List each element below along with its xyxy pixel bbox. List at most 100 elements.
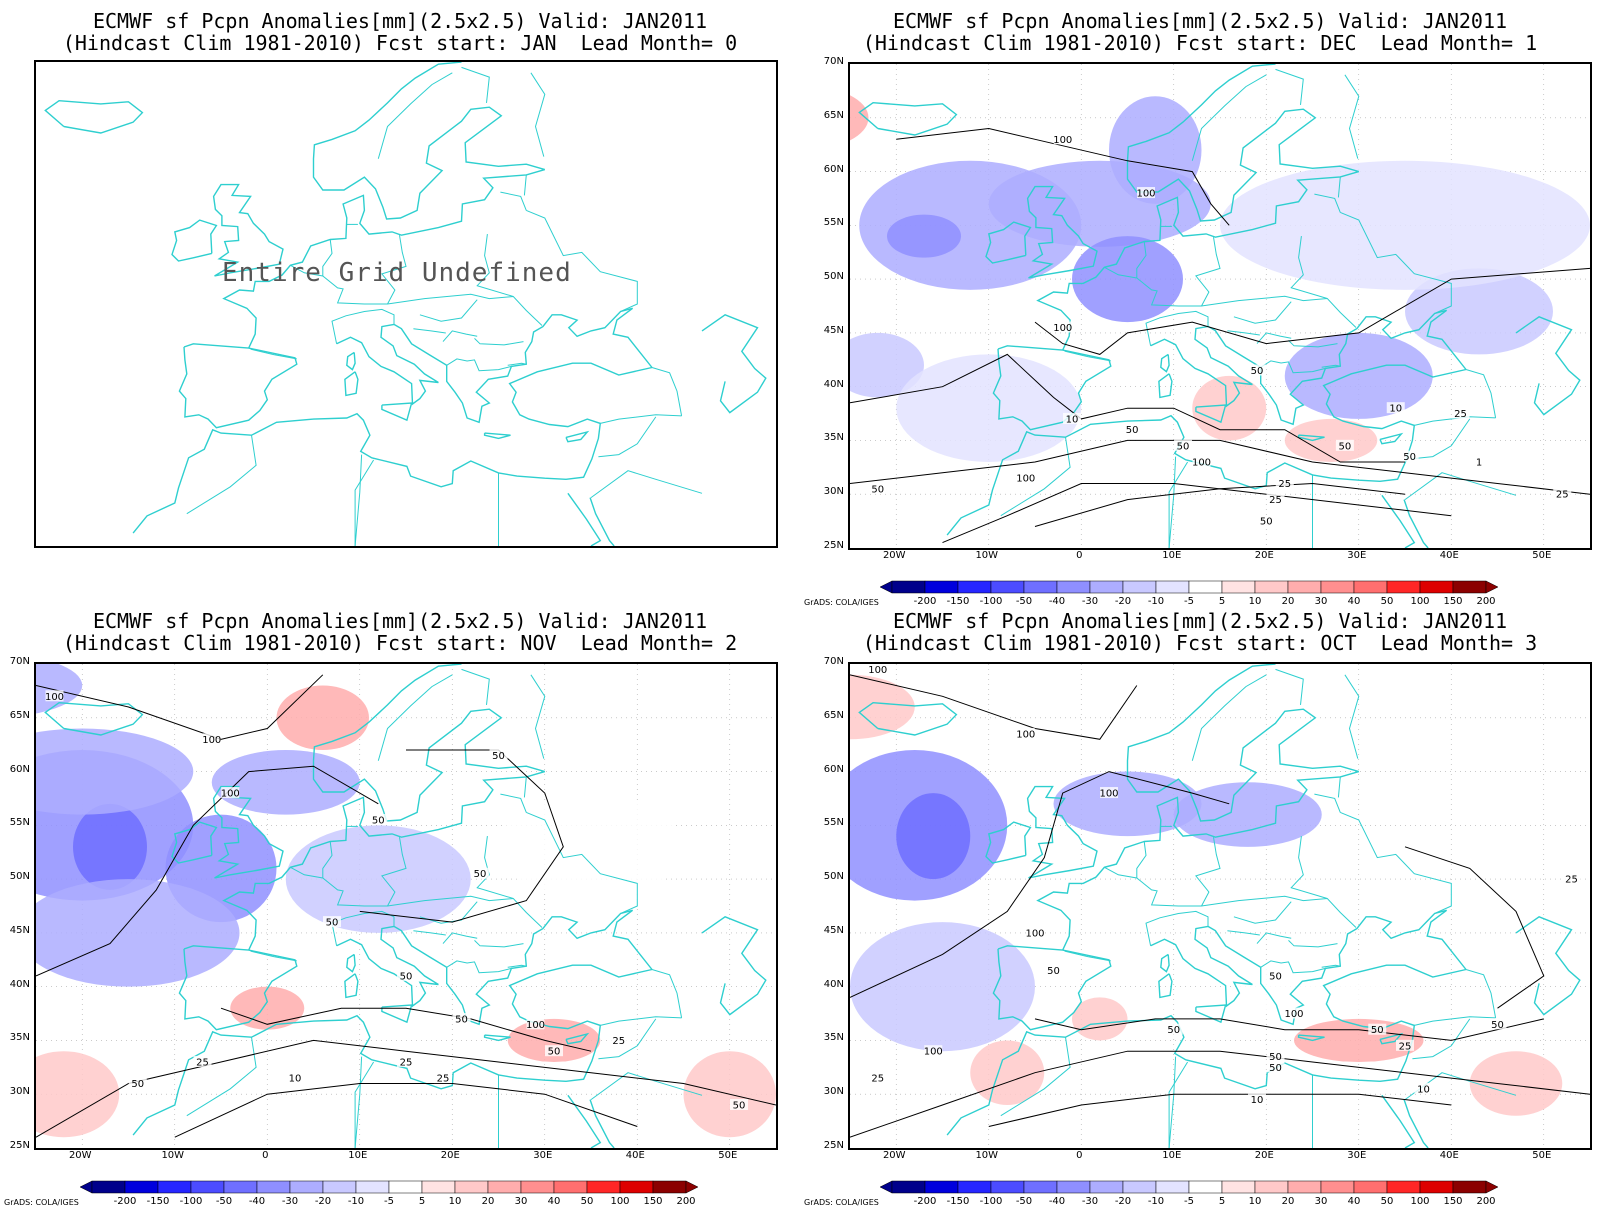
contour-label-bg [868,482,887,494]
colorbar-label: 100 [610,1196,630,1207]
lat-tick-label: 40N [823,378,844,390]
panel-lead-1: ECMWF sf Pcpn Anomalies[mm](2.5x2.5) Val… [800,0,1600,607]
contour-label-bg [1368,1023,1387,1035]
contour-label: 50 [1403,452,1416,463]
contour-label-bg [397,969,415,981]
panel-title-line1: ECMWF sf Pcpn Anomalies[mm](2.5x2.5) Val… [92,609,708,633]
anomaly-region [276,685,369,751]
colorbar-label: 200 [1476,596,1496,607]
colorbar-swatch [256,1180,291,1194]
border-segment [1290,236,1328,299]
colorbar-label: 30 [514,1196,528,1207]
colorbar-label: -30 [1081,1196,1099,1207]
anomaly-region [850,95,869,141]
border-segment [442,330,478,342]
border-segment [1288,940,1338,948]
colorbar-swatch [454,1180,489,1194]
contour-label-bg [730,1098,748,1110]
coastline-segment [1297,1034,1325,1042]
anomaly-region [36,1051,120,1138]
contour-label: 50 [1126,425,1139,436]
border-segment [600,414,682,424]
coastline-segment [1515,316,1581,416]
contour-label: 50 [871,484,884,495]
border-segment [1195,837,1221,907]
coastline-segment [1160,353,1170,373]
coastline-segment [346,953,356,973]
contour-label-bg [397,1055,415,1067]
contour-label: 10 [1417,1084,1430,1095]
colorbar-swatch [1089,580,1124,594]
border-segment [500,191,527,211]
grads-credit: GrADS: COLA/IGES [804,598,879,607]
colorbar-label: 5 [418,1196,426,1207]
colorbar-swatch [190,1180,225,1194]
contour-label: 100 [1053,323,1072,334]
lat-tick-label: 35N [9,1032,30,1044]
colorbar-swatch [1452,580,1487,594]
border-segment [1337,176,1341,198]
coastline-segment [567,492,602,546]
lat-tick-label: 65N [823,709,844,721]
colorbar-swatch [1320,580,1355,594]
contour-label: 50 [548,1047,561,1058]
coastline-segment [212,785,284,879]
coastline-segment [171,219,218,262]
contour-label-bg [369,813,388,825]
contour-label-bg [1488,1018,1507,1030]
contour-label-bg [1562,873,1581,885]
panel-title-line1: ECMWF sf Pcpn Anomalies[mm](2.5x2.5) Val… [892,609,1508,633]
border-segment [290,264,543,326]
contour-label: 25 [1269,495,1282,506]
anomaly-region [211,750,360,815]
colorbar-swatch [1155,1180,1190,1194]
colorbar-label: 10 [1248,1196,1262,1207]
colorbar-swatch [1287,580,1322,594]
border-segment [419,299,478,322]
border-segment [1000,437,1071,517]
colorbar-label: -100 [979,596,1003,607]
border-segment [476,836,514,899]
border-segment [250,348,297,360]
colorbar-swatch [1056,580,1091,594]
coastline-segment [985,221,1032,264]
colorbar-label: -10 [1147,596,1165,607]
colorbar-label: -50 [215,1196,233,1207]
coastline-segment [381,1004,413,1024]
border-segment [507,964,527,968]
contour-label: 50 [1167,1025,1180,1036]
coastline-segment [212,183,284,277]
border-segment [1168,1061,1189,1148]
contour-label: 25 [437,1074,450,1085]
colorbar-swatch [487,1180,522,1194]
border-segment [1275,68,1304,105]
contour-label-bg [1123,423,1142,435]
contour-label: 50 [1269,971,1282,982]
colorbar-label: -20 [314,1196,332,1207]
colorbar-swatch [289,1180,324,1194]
coastline-segment [132,362,653,534]
border-segment [1000,1037,1071,1117]
coastline-segment [565,430,590,443]
contour-label-bg [609,1034,628,1046]
border-segment [1260,960,1326,974]
anomaly-region [73,803,147,890]
coastline-segment [1403,1099,1429,1148]
grads-credit: GrADS: COLA/IGES [804,1198,879,1207]
lon-tick-label: 10E [1162,550,1182,561]
lat-tick-label: 25N [823,540,844,551]
lon-tick-label: 10W [975,550,999,561]
contour-label: 50 [1177,441,1190,452]
border-segment [1321,964,1341,968]
border-segment [442,932,478,944]
coastline-segment [483,432,511,440]
colorbar-label: 150 [1443,596,1463,607]
coastline-segment [381,402,413,422]
border-segment [290,866,543,928]
anomaly-region [896,793,971,880]
colorbar-swatch [990,1180,1025,1194]
lat-tick-label: 50N [9,871,30,883]
border-segment [446,960,512,974]
contour-label: 25 [1278,479,1291,490]
border-segment [413,328,446,334]
